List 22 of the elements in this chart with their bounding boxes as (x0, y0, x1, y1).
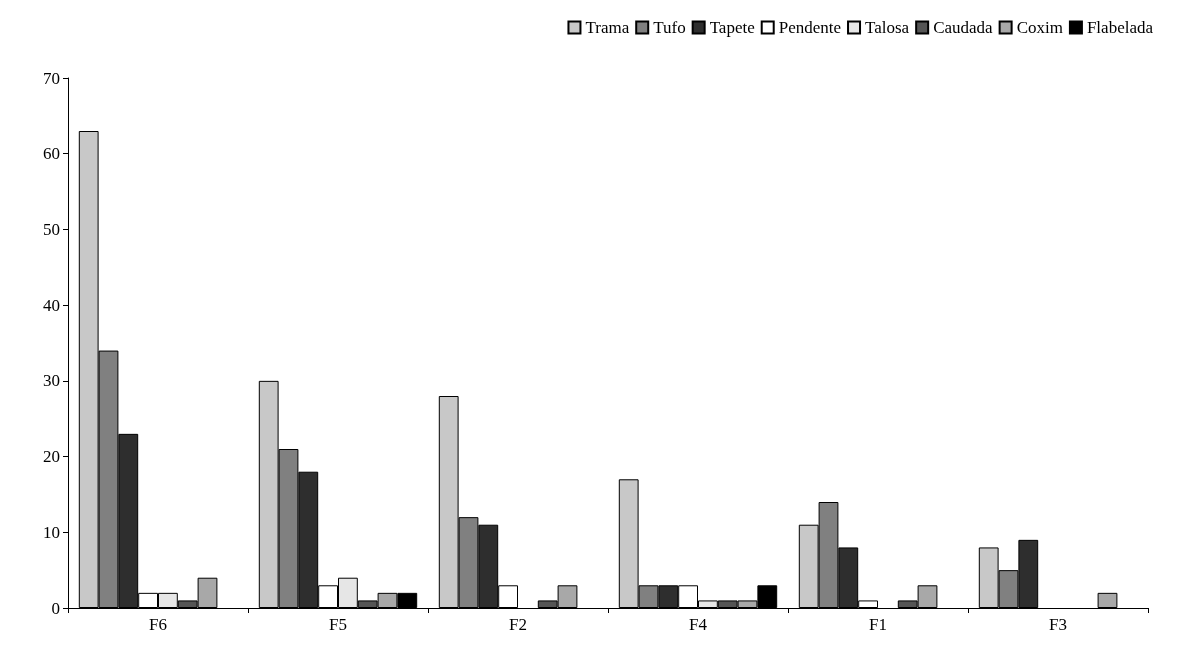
y-tick-label: 50 (43, 219, 60, 239)
legend-label: Flabelada (1086, 18, 1154, 37)
x-tick-label: F1 (869, 615, 887, 634)
legend-label: Talosa (865, 18, 910, 37)
y-tick-label: 70 (43, 68, 60, 88)
y-tick-label: 30 (43, 371, 60, 391)
x-tick-label: F6 (149, 615, 167, 634)
legend-label: Coxim (1016, 18, 1063, 37)
x-tick-label: F5 (329, 615, 347, 634)
y-tick-label: 20 (43, 447, 60, 467)
x-tick-label: F4 (689, 615, 708, 634)
legend-label: Trama (585, 18, 630, 37)
legend-label: Tapete (709, 18, 755, 37)
y-tick-label: 60 (43, 144, 60, 164)
y-tick-label: 10 (43, 522, 60, 542)
legend-label: Pendente (778, 18, 842, 37)
legend-label: Tufo (653, 18, 686, 37)
x-tick-label: F2 (509, 615, 527, 634)
y-tick-label: 40 (43, 295, 60, 315)
legend-label: Caudada (933, 18, 994, 37)
x-tick-label: F3 (1049, 615, 1067, 634)
y-tick-label: 0 (51, 598, 60, 618)
